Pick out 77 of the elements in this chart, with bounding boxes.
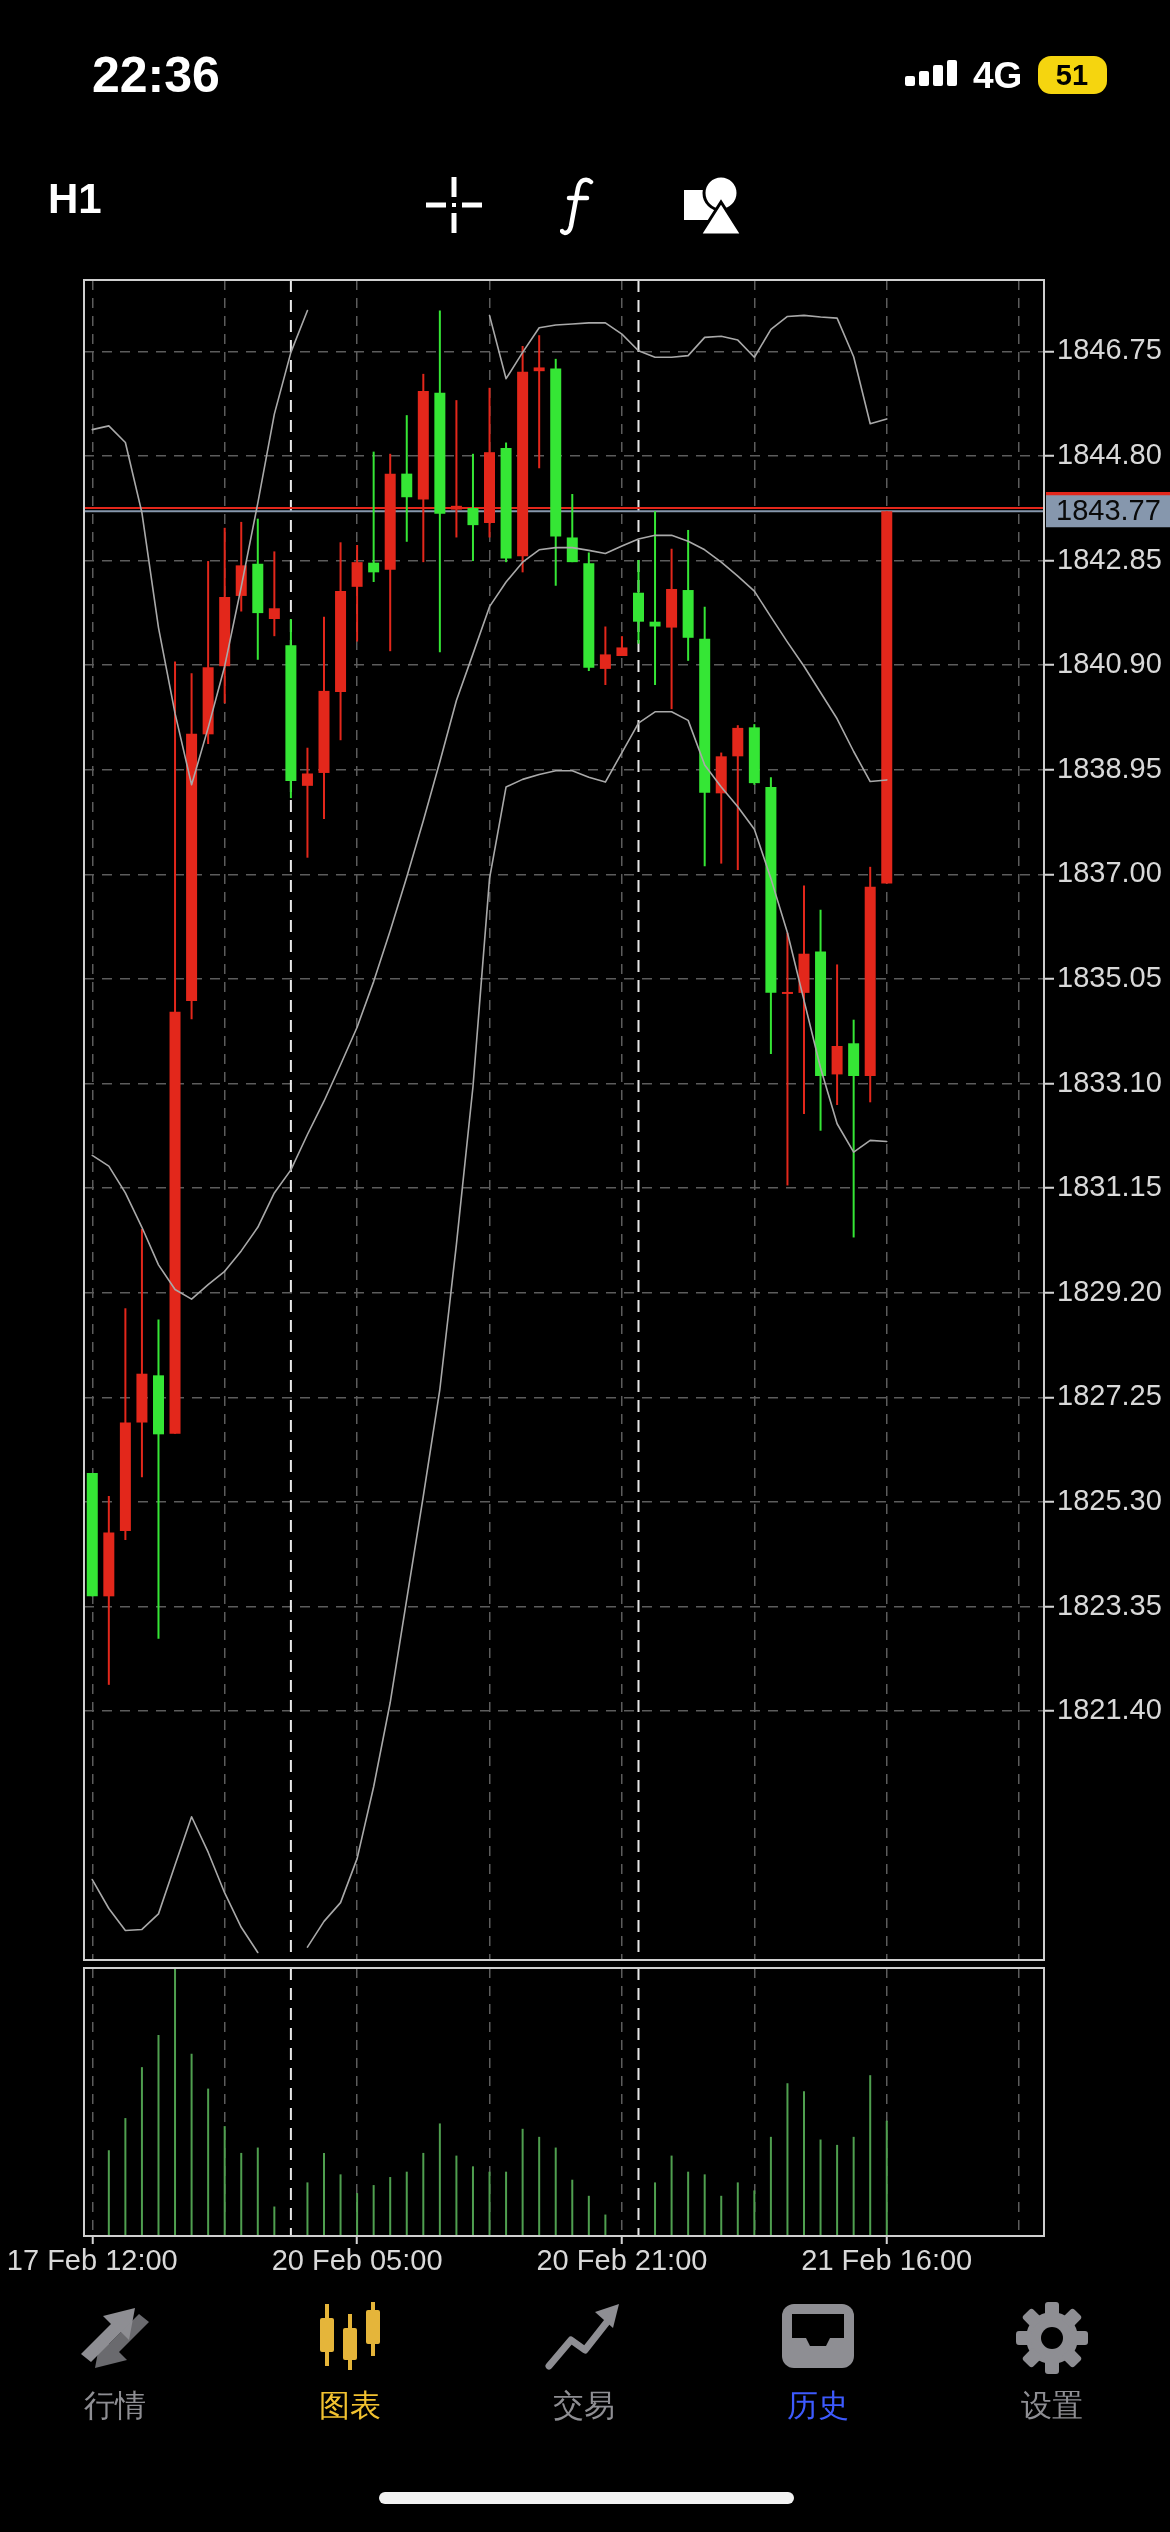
bar (438, 2123, 441, 2236)
bar (323, 2152, 325, 2236)
bar (455, 2155, 458, 2236)
bar (306, 2182, 309, 2236)
bar (140, 2067, 143, 2236)
y-tick-label: 1840.90 (1057, 647, 1162, 680)
bar (687, 2171, 690, 2236)
bar (736, 2182, 739, 2236)
bar (753, 2190, 756, 2236)
bar (604, 2214, 607, 2236)
bar (107, 2150, 110, 2236)
bar (174, 1968, 177, 2236)
text: 行情 (84, 2388, 146, 2423)
bar (852, 2136, 855, 2236)
bar (819, 2139, 822, 2236)
bar (654, 2182, 657, 2236)
bar (207, 2088, 210, 2236)
bar (538, 2136, 541, 2236)
y-tick-label: 1844.80 (1057, 437, 1162, 470)
bar (422, 2152, 425, 2236)
bar (836, 2144, 839, 2236)
text: 22:36 (92, 47, 220, 103)
chart-title: H1 (48, 175, 102, 222)
text: 4G (973, 55, 1023, 96)
candlestick (649, 511, 661, 685)
y-tick-label: 1823.35 (1057, 1588, 1162, 1621)
bar (256, 2147, 259, 2236)
y-tick-label: 1838.95 (1057, 751, 1162, 784)
text: 设置 (1021, 2388, 1083, 2423)
bar (356, 2193, 359, 2236)
bar (157, 2035, 160, 2236)
bar (505, 2171, 508, 2236)
x-tick-label: 21 Feb 16:00 (801, 2244, 973, 2277)
y-tick-label: 1821.40 (1057, 1693, 1162, 1726)
text: 51 (1055, 59, 1089, 91)
bar (670, 2155, 673, 2236)
y-tick-label: 1827.25 (1057, 1379, 1162, 1412)
bar (273, 2206, 276, 2236)
ref-line-label: 1843.77 (1056, 494, 1161, 527)
bar (803, 2091, 805, 2236)
bar (389, 2177, 392, 2236)
y-tick-label: 1842.85 (1057, 542, 1162, 575)
bar (124, 2118, 127, 2236)
text: 图表 (319, 2388, 381, 2423)
bar (786, 2083, 789, 2236)
y-tick-label: 1835.05 (1057, 960, 1162, 993)
bar (372, 2185, 375, 2236)
x-tick-label: 20 Feb 21:00 (536, 2244, 708, 2277)
bar (521, 2128, 524, 2236)
x-tick-label: 17 Feb 12:00 (6, 2244, 178, 2277)
candlestick (368, 451, 380, 582)
bar (405, 2171, 408, 2236)
x-tick-label: 20 Feb 05:00 (271, 2244, 443, 2277)
y-tick-label: 1831.15 (1057, 1170, 1162, 1203)
bar (339, 2174, 342, 2236)
bar (571, 2179, 574, 2236)
bar (223, 2126, 226, 2236)
bar (720, 2195, 723, 2236)
bar (190, 2053, 193, 2236)
bar (240, 2152, 243, 2236)
bar (488, 2171, 491, 2236)
y-tick-label: 1825.30 (1057, 1483, 1162, 1516)
y-tick-label: 1833.10 (1057, 1065, 1162, 1098)
candlestick (781, 932, 793, 1186)
bar (471, 2166, 474, 2236)
y-tick-label: 1837.00 (1057, 856, 1162, 889)
y-tick-label: 1846.75 (1057, 333, 1162, 366)
bar (769, 2136, 772, 2236)
bar (587, 2195, 590, 2236)
bar (703, 2174, 706, 2236)
bar (554, 2147, 557, 2236)
bar (869, 2075, 872, 2236)
bar (885, 2120, 888, 2236)
candlestick (533, 335, 545, 469)
y-tick-label: 1829.20 (1057, 1274, 1162, 1307)
text: 交易 (553, 2388, 615, 2423)
text: 历史 (787, 2388, 849, 2423)
